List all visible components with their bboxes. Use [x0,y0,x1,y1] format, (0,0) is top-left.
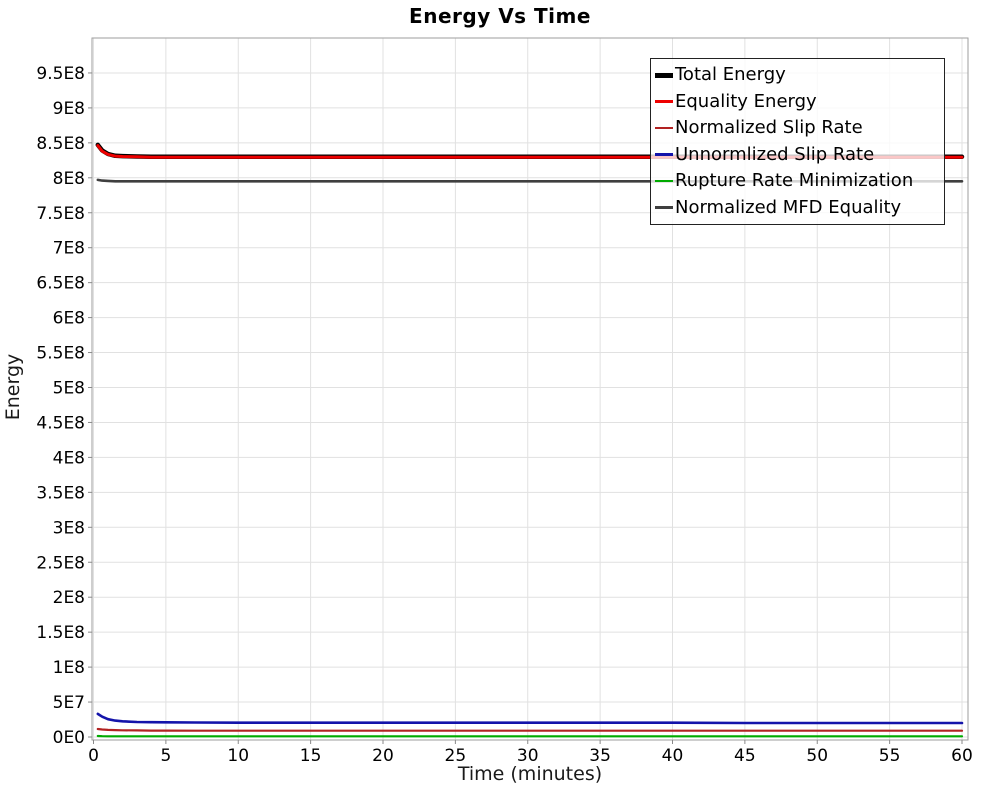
y-tick-label: 1E8 [53,658,85,678]
y-tick-label: 2.5E8 [36,553,85,573]
legend-label: Normalized Slip Rate [675,117,863,139]
x-tick-label: 5 [160,746,171,766]
legend-line-swatch [655,100,673,104]
y-tick-label: 2E8 [53,588,85,608]
y-tick-label: 7.5E8 [36,204,85,224]
y-tick-label: 7E8 [53,239,85,259]
x-tick-label: 25 [445,746,467,766]
y-tick-label: 0E0 [53,728,85,748]
legend-line-swatch [655,206,673,210]
series-line-unnormlized-slip-rate [96,712,964,725]
legend-item: Normalized MFD Equality [655,196,940,218]
legend-line-swatch [655,153,673,157]
y-tick-label: 5E7 [53,693,85,713]
y-tick-label: 4.5E8 [36,413,85,433]
x-axis-title: Time (minutes) [457,763,603,785]
y-tick-label: 8E8 [53,169,85,189]
chart-title: Energy Vs Time [409,4,591,28]
legend-label: Equality Energy [675,90,817,112]
y-tick-label: 1.5E8 [36,623,85,643]
legend-label: Rupture Rate Minimization [675,170,914,192]
x-tick-label: 0 [88,746,99,766]
y-tick-label: 9E8 [53,99,85,119]
legend-item: Equality Energy [655,90,940,112]
plot-border [91,37,969,741]
legend: Total Energy Equality Energy Normalized Sl… [650,58,945,225]
x-tick-label: 15 [300,746,322,766]
x-tick-label: 50 [806,746,828,766]
legend-item: Normalized Slip Rate [655,119,940,137]
x-tick-label: 10 [227,746,249,766]
legend-label: Unnormlized Slip Rate [675,143,875,165]
y-tick-label: 6.5E8 [36,274,85,294]
y-tick-label: 5E8 [53,379,85,399]
legend-item: Total Energy [655,66,940,84]
y-tick-label: 3.5E8 [36,483,85,503]
legend-line-swatch [655,127,673,130]
x-tick-label: 35 [589,746,611,766]
y-tick-label: 5.5E8 [36,344,85,364]
legend-label: Normalized MFD Equality [675,196,902,218]
legend-item: Rupture Rate Minimization [655,172,940,190]
x-tick-label: 45 [734,746,756,766]
x-tick-label: 60 [951,746,973,766]
series-line-normalized-slip-rate [96,727,964,732]
y-tick-label: 4E8 [53,448,85,468]
x-tick-label: 30 [517,746,539,766]
legend-line-swatch [655,180,673,183]
y-tick-label: 9.5E8 [36,64,85,84]
x-tick-label: 20 [372,746,394,766]
x-tick-label: 40 [662,746,684,766]
y-tick-label: 8.5E8 [36,134,85,154]
x-tick-label: 55 [879,746,901,766]
y-tick-label: 6E8 [53,309,85,329]
legend-label: Total Energy [675,64,786,86]
y-tick-label: 3E8 [53,518,85,538]
legend-line-swatch [655,73,673,78]
legend-item: Unnormlized Slip Rate [655,143,940,165]
